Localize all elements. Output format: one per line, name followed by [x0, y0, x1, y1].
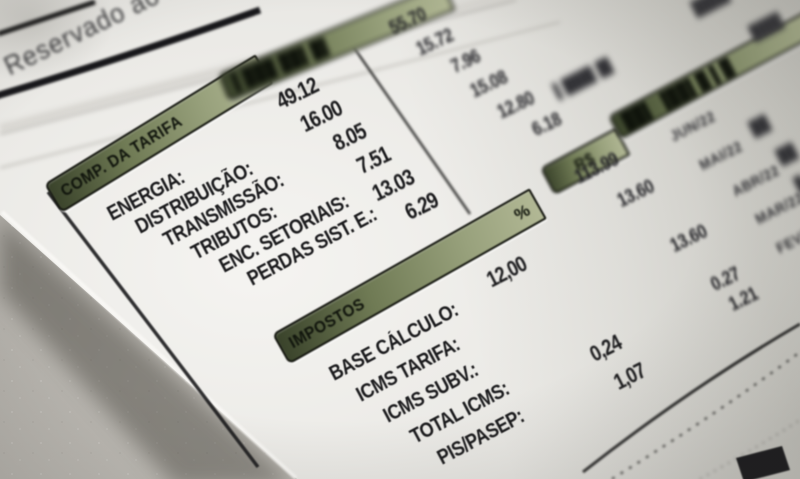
impostos-box-right-border — [582, 322, 800, 474]
strip-bottom-border — [0, 6, 262, 99]
impostos-pct-header: % — [510, 200, 534, 225]
strip-top-border — [0, 0, 96, 36]
cut-line-dashed-2 — [699, 419, 800, 479]
paper-fold-line — [0, 21, 561, 169]
paper-edge-highlight — [0, 210, 298, 479]
partial-glyph — [736, 446, 790, 479]
comp-box-left-border — [46, 190, 260, 469]
comp-box-column-divider — [348, 41, 472, 215]
cut-line-dashed — [611, 351, 800, 479]
